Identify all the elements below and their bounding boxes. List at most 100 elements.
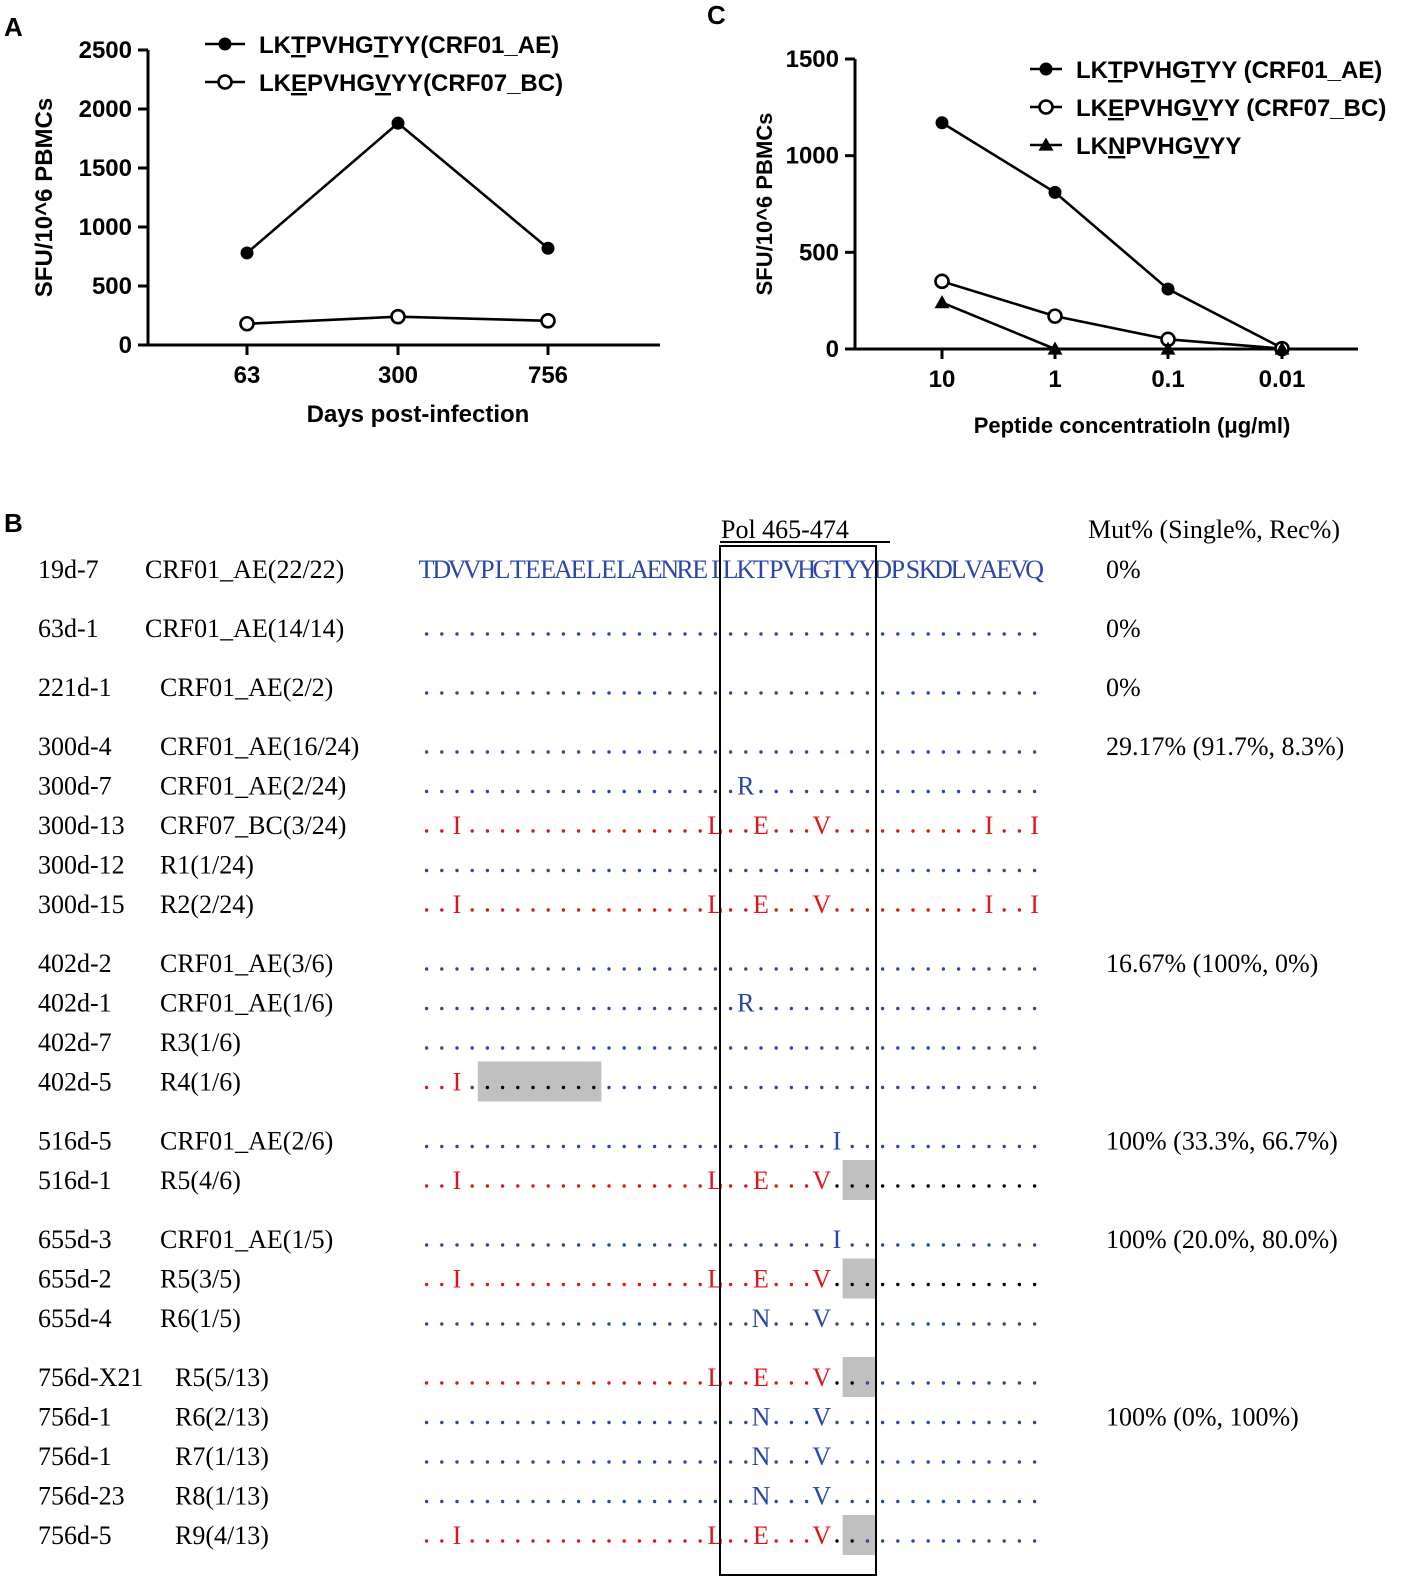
identity-dot [500,1460,505,1464]
identity-dot [987,1539,991,1543]
identity-dot [911,1006,915,1011]
identity-dot [424,691,429,695]
identity-dot [865,1085,870,1090]
mutated-residue: V [812,1304,831,1333]
identity-dot [546,1144,550,1149]
identity-dot [820,967,824,971]
deletion-highlight [477,1061,602,1102]
identity-dot [576,908,581,912]
identity-dot [531,1322,535,1326]
identity-dot [652,1243,657,1247]
legend-label: LKEPVHGVYY (CRF07_BC) [1076,95,1386,122]
sequence-id: 300d-7 [38,772,112,801]
identity-dot [516,1006,520,1011]
sequence-id: 655d-4 [38,1304,112,1333]
identity-dot [956,691,961,695]
identity-dot [607,1282,611,1287]
identity-dot [713,632,718,636]
identity-dot [592,1046,596,1050]
identity-dot [911,1085,915,1090]
identity-dot [1017,1243,1022,1247]
identity-dot [987,1381,991,1385]
identity-dot [926,829,930,833]
identity-dot [637,1282,642,1287]
identity-dot [576,868,581,873]
identity-dot [926,750,930,754]
reference-residue: D [873,555,892,584]
identity-dot [440,868,444,873]
identity-dot [728,829,733,833]
identity-dot [744,1460,748,1464]
identity-dot [576,632,581,636]
data-point [1048,185,1062,199]
sequence-id: 655d-2 [38,1265,112,1294]
identity-dot [987,1006,991,1011]
identity-dot [956,1282,961,1287]
sequence-id: 516d-1 [38,1166,112,1195]
series-line [941,301,1056,351]
identity-dot [880,789,885,794]
identity-dot [804,908,809,912]
identity-dot [744,1243,748,1247]
identity-dot [683,1322,687,1326]
identity-dot [956,1006,961,1011]
identity-dot [820,1243,824,1247]
identity-dot [652,1085,657,1090]
identity-dot [561,1085,566,1090]
identity-dot [607,1381,611,1385]
identity-dot [865,1144,870,1149]
identity-dot [1002,1420,1006,1425]
identity-dot [516,1460,520,1464]
identity-dot [698,967,702,971]
identity-dot [956,1539,961,1543]
identity-dot [531,908,535,912]
y-tick-label: 0 [826,336,839,363]
identity-dot [759,1046,763,1050]
identity-dot [911,1460,915,1464]
reference-residue: T [510,555,526,584]
identity-dot [865,1046,870,1050]
identity-dot [607,1046,611,1050]
identity-dot [622,632,626,636]
identity-dot [500,868,505,873]
identity-dot [759,868,763,873]
data-point [1274,341,1290,355]
identity-dot [470,691,474,695]
identity-dot [1017,1460,1022,1464]
sequence-subtype: R7(1/13) [175,1442,269,1471]
alignment-row: 655d-3 CRF01_AE(1/5) 100% (20.0%, 80.0%) I [38,1225,1338,1254]
reference-residue: E [692,555,708,584]
identity-dot [546,632,550,636]
identity-dot [668,789,672,794]
identity-dot [607,750,611,754]
sequence-subtype: CRF01_AE(2/24) [160,772,346,801]
mutated-residue: N [752,1304,771,1333]
identity-dot [668,1085,672,1090]
identity-dot [683,1006,687,1011]
identity-dot [668,632,672,636]
identity-dot [485,908,490,912]
mutation-percent: 16.67% (100%, 0%) [1106,949,1318,978]
identity-dot [455,1499,459,1504]
chart-c: 0 500 1000 1500 10 1 0.1 0.01 Peptide concentrat… [752,46,1386,438]
identity-dot [713,750,718,754]
identity-dot [698,1144,702,1149]
identity-dot [896,750,900,754]
identity-dot [500,632,505,636]
identity-dot [850,868,854,873]
identity-dot [941,1499,946,1504]
identity-dot [744,829,748,833]
identity-dot [698,1243,702,1247]
identity-dot [424,1006,429,1011]
identity-dot [744,632,748,636]
identity-dot [424,1460,429,1464]
identity-dot [941,1282,946,1287]
series-line [941,121,1283,350]
sequence-subtype: R6(1/5) [160,1304,241,1333]
identity-dot [592,1243,596,1247]
identity-dot [774,632,778,636]
identity-dot [926,1184,930,1188]
identity-dot [561,1184,566,1188]
identity-dot [728,1282,733,1287]
reference-residue: E [601,555,617,584]
